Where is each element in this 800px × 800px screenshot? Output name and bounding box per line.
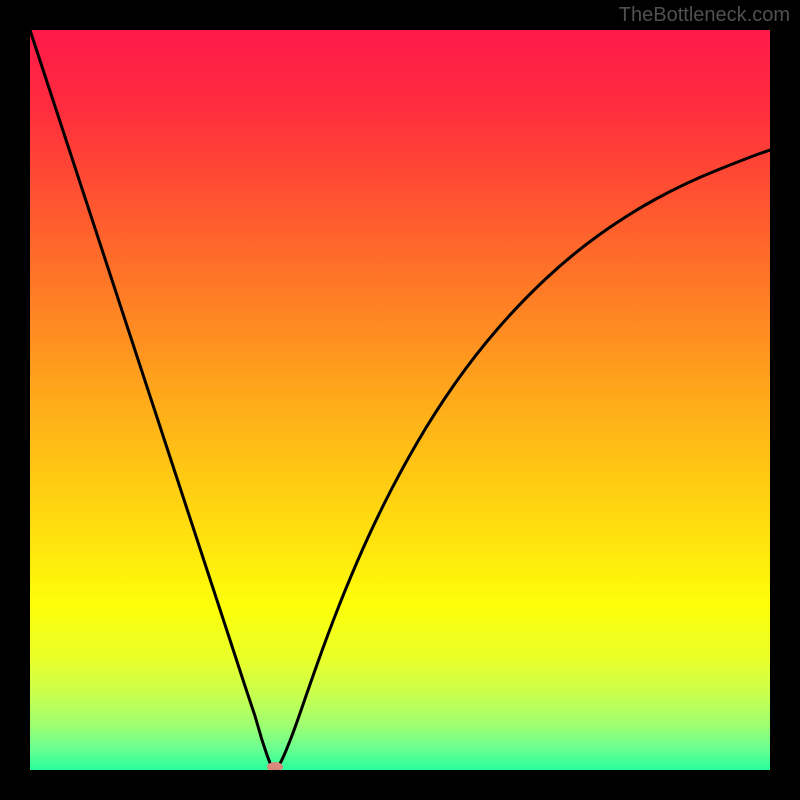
watermark-text: TheBottleneck.com [619,4,790,27]
plot-area [30,30,770,770]
gradient-background [30,30,770,770]
plot-svg [30,30,770,770]
